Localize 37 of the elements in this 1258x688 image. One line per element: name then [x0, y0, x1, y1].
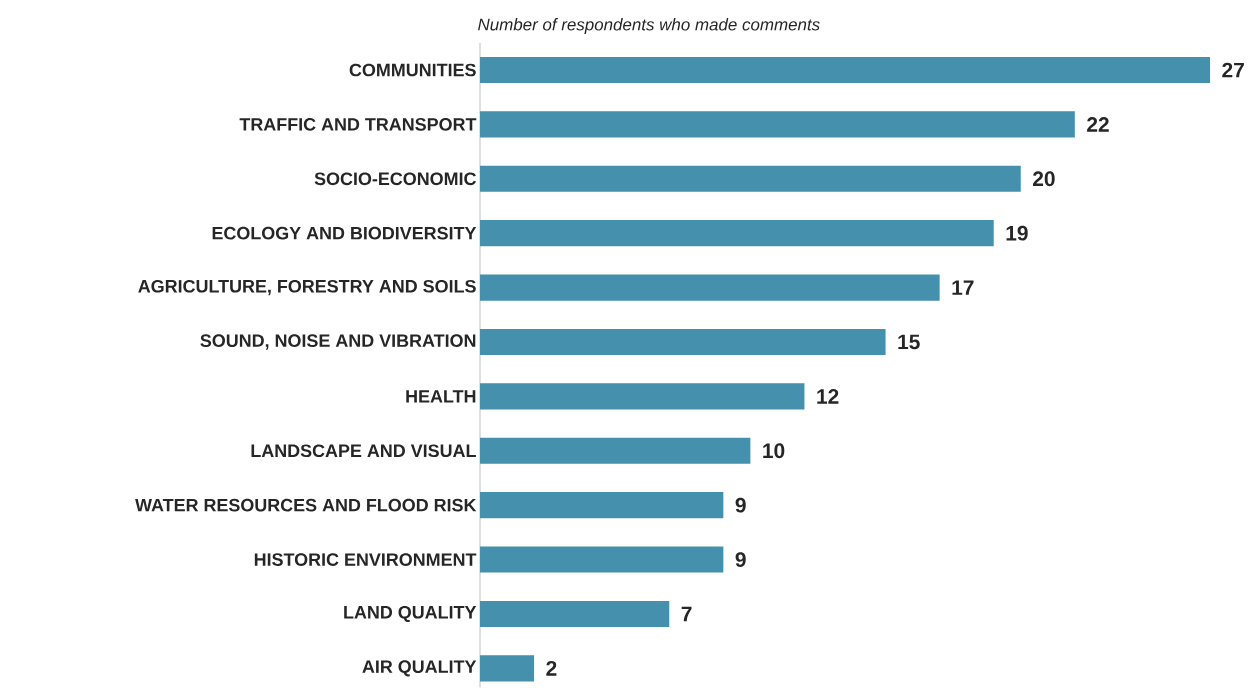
chart-title: Number of respondents who made comments — [478, 18, 820, 34]
y-tick-label: LAND QUALITY — [344, 605, 477, 622]
data-label: 12 — [817, 389, 839, 404]
data-label: 27 — [1222, 62, 1244, 78]
y-tick-label: ECOLOGY AND BIODIVERSITY — [212, 226, 477, 240]
y-tick-label: HEALTH — [406, 390, 476, 403]
y-tick-label: SOUND, NOISE AND VIBRATION — [200, 334, 476, 350]
bar — [480, 383, 805, 410]
data-label: 10 — [763, 443, 785, 459]
bar — [480, 274, 940, 301]
bar — [480, 220, 994, 247]
data-label: 9 — [735, 497, 746, 513]
data-label: 17 — [952, 280, 974, 295]
bar — [480, 600, 670, 628]
bar — [480, 492, 724, 519]
data-label: 7 — [681, 606, 692, 622]
bar — [480, 655, 535, 682]
y-tick-label: SOCIO-ECONOMIC — [314, 172, 477, 186]
data-label: 2 — [546, 661, 557, 676]
bar — [480, 111, 1075, 138]
y-tick-label: TRAFFIC AND TRANSPORT — [239, 118, 477, 131]
data-label: 20 — [1032, 171, 1055, 187]
bar — [480, 546, 724, 573]
bar — [480, 328, 886, 356]
y-tick-label: WATER RESOURCES AND FLOOD RISK — [135, 498, 477, 512]
y-tick-label: LANDSCAPE AND VISUAL — [251, 444, 476, 458]
data-label: 22 — [1087, 117, 1109, 132]
data-label: 19 — [1006, 225, 1028, 241]
y-tick-label: AGRICULTURE, FORESTRY AND SOILS — [138, 279, 476, 296]
bar — [480, 56, 1211, 84]
y-tick-label: COMMUNITIES — [349, 63, 476, 77]
y-tick-label: AIR QUALITY — [362, 660, 477, 677]
bar — [480, 165, 1021, 192]
bar — [480, 437, 751, 464]
data-label: 9 — [735, 552, 746, 567]
y-tick-label: HISTORIC ENVIRONMENT — [254, 553, 477, 566]
data-label: 15 — [898, 334, 920, 350]
